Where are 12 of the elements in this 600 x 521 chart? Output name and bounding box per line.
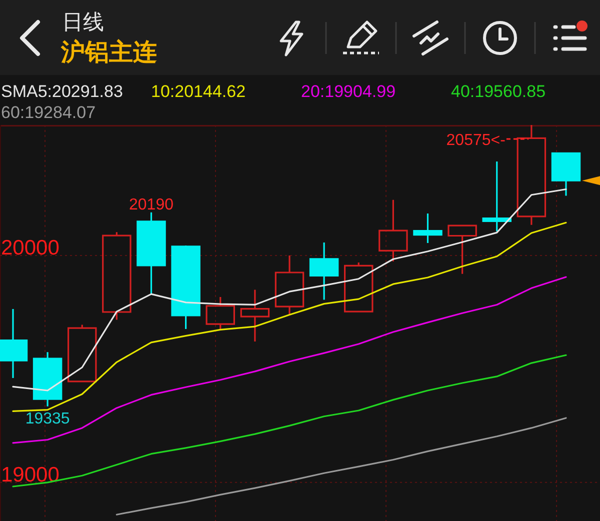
annotation: 20575<- bbox=[446, 132, 506, 149]
chart-title: 沪铝主连 bbox=[60, 38, 157, 66]
annotation: 20190 bbox=[129, 196, 174, 214]
text: 20:19904.99 bbox=[301, 82, 396, 101]
y-tick-label: 20000 bbox=[1, 236, 60, 260]
text: 10:20144.62 bbox=[151, 82, 246, 101]
y-tick-label: 19000 bbox=[1, 463, 60, 486]
text: SMA5:20291.83 bbox=[1, 82, 123, 101]
text: 40:19560.85 bbox=[451, 82, 546, 101]
annotation: 19335 bbox=[25, 410, 70, 428]
chart-subtitle: 日线 bbox=[62, 11, 104, 34]
text: 60:19284.07 bbox=[1, 103, 96, 122]
